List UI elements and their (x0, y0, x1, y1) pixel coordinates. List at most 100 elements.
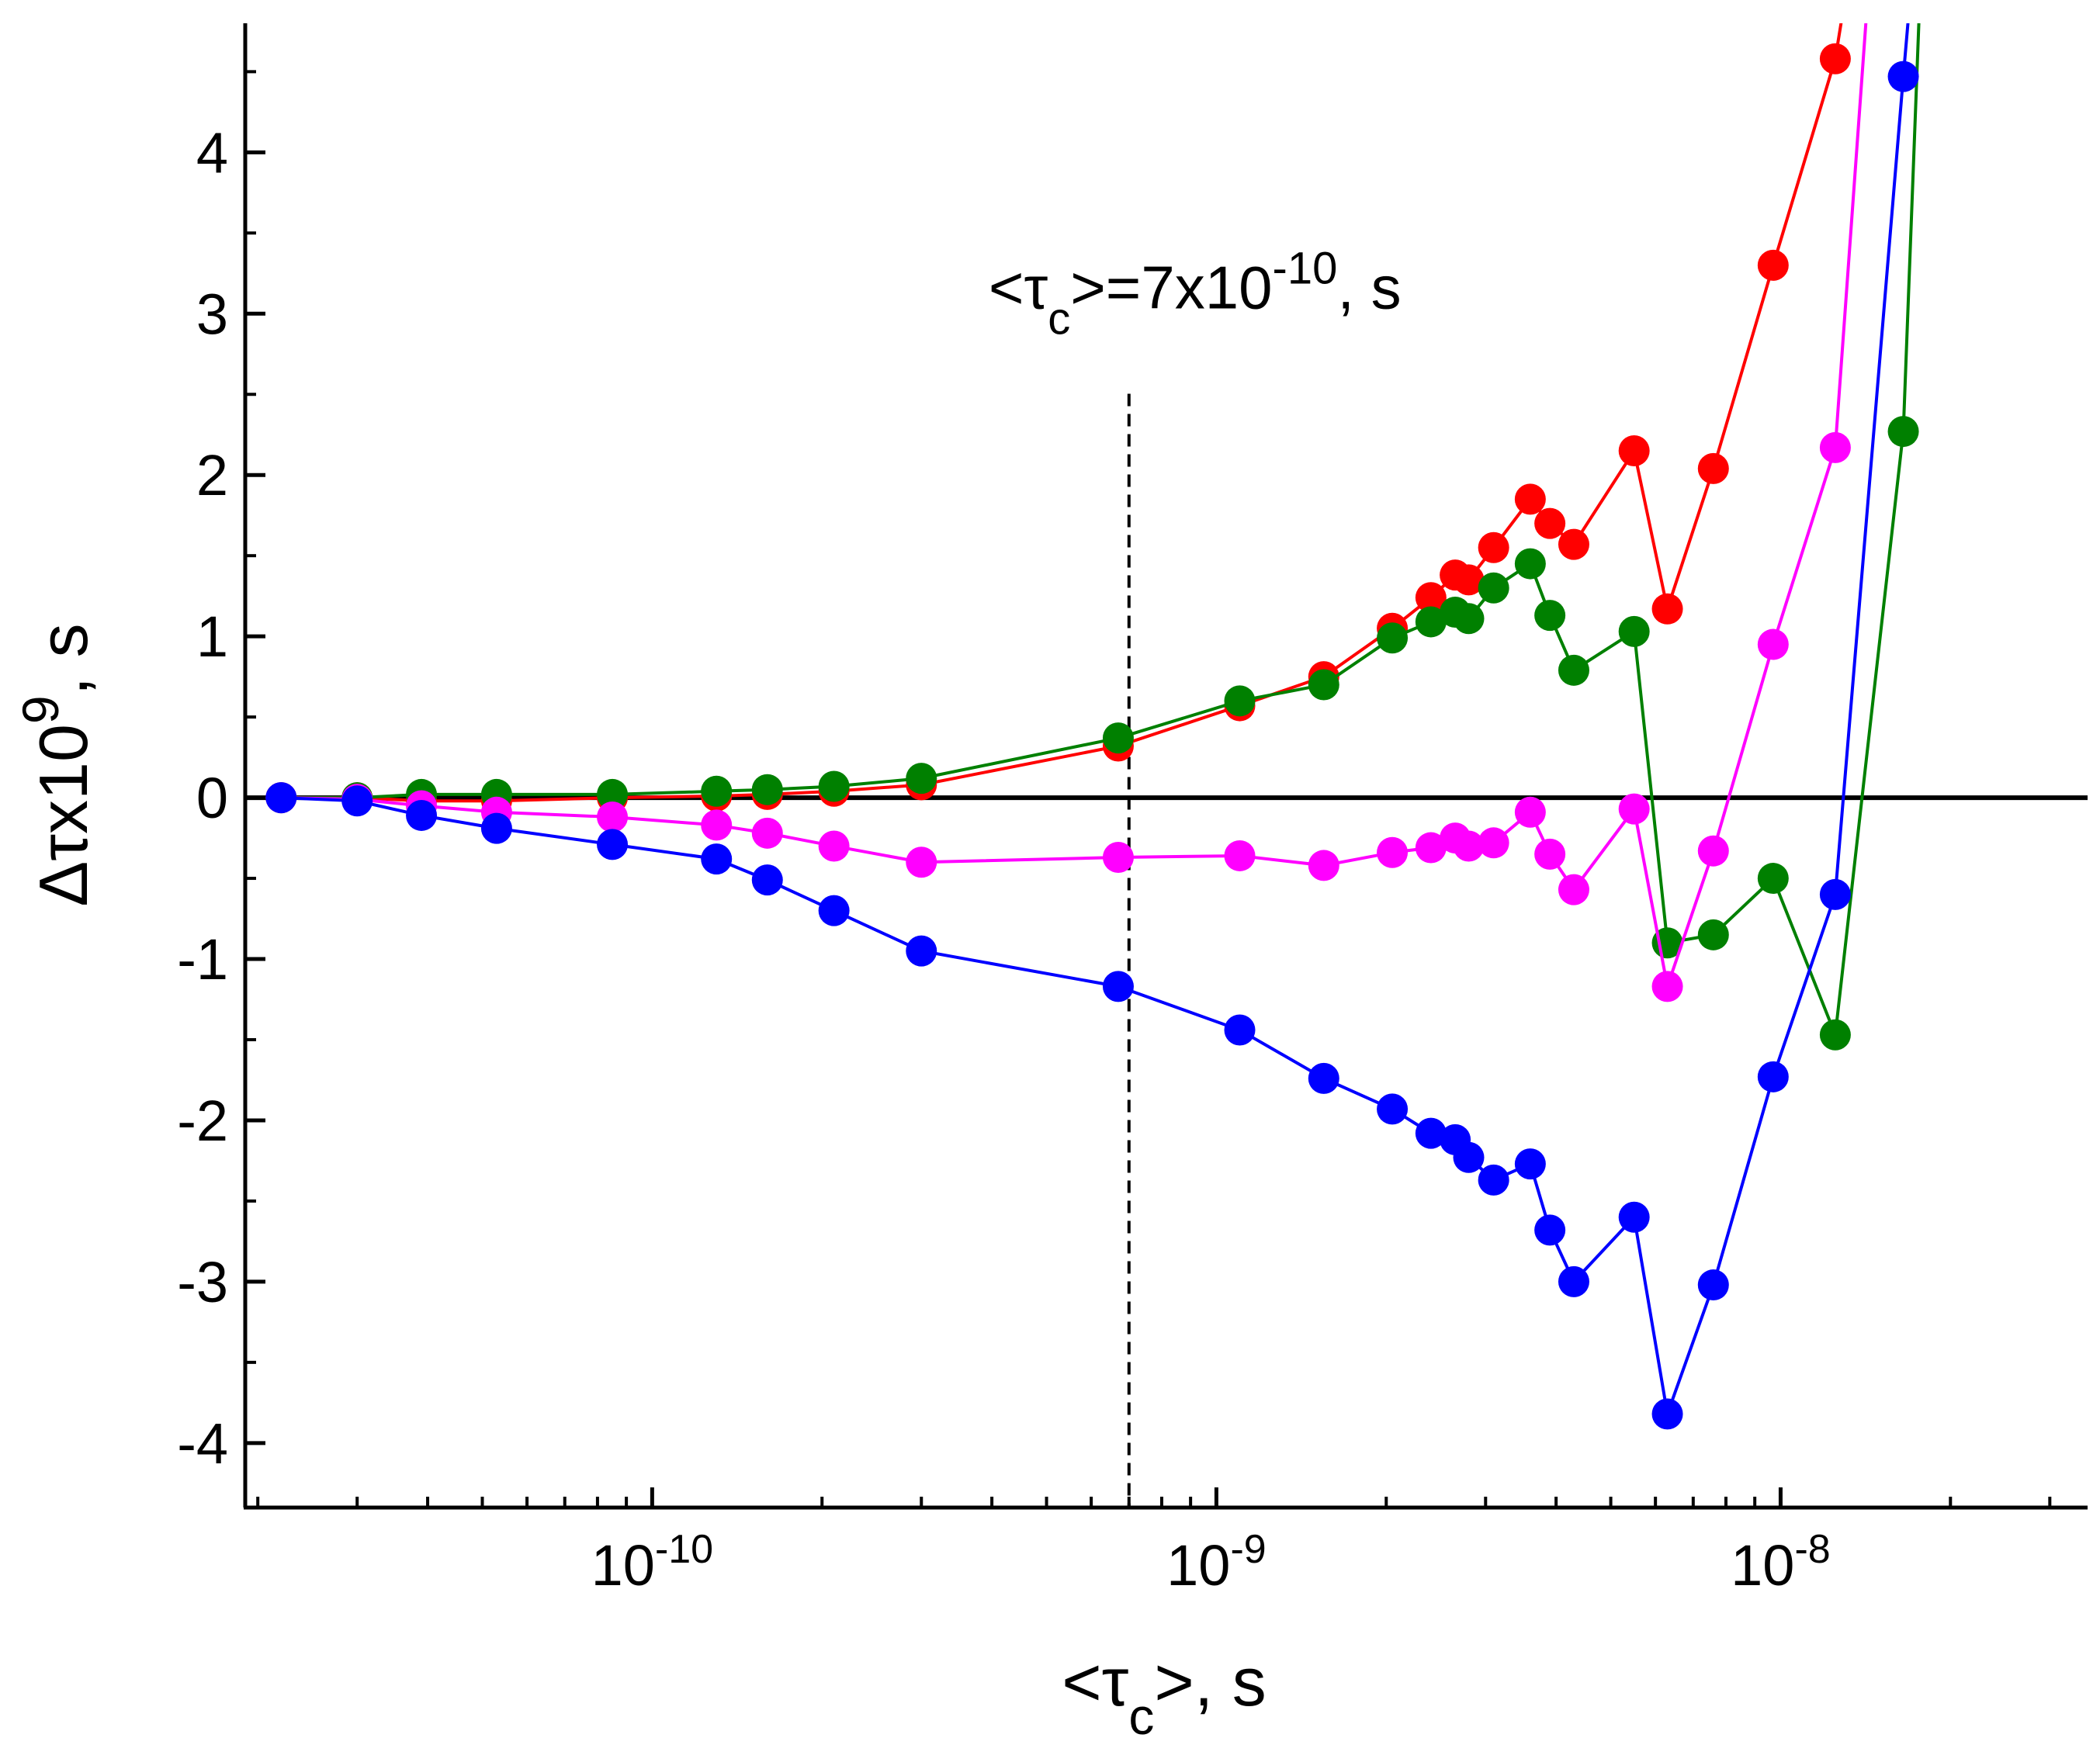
data-point-green (1415, 606, 1447, 638)
data-point-green (1757, 863, 1789, 895)
data-point-blue (597, 829, 629, 860)
data-point-magenta (1478, 827, 1509, 859)
data-point-green (1887, 416, 1919, 448)
y-tick-label: -1 (177, 927, 228, 992)
data-point-red (1514, 483, 1546, 515)
data-point-green (1534, 600, 1566, 632)
y-axis-title: Δτx109, s (12, 623, 102, 906)
data-point-magenta (597, 801, 629, 833)
data-point-green (818, 770, 850, 802)
y-tick-label: 4 (196, 120, 228, 185)
data-point-magenta (1534, 838, 1566, 870)
data-point-blue (906, 935, 937, 967)
data-point-green (1224, 685, 1256, 717)
data-point-green (1618, 615, 1650, 647)
data-point-blue (701, 843, 733, 875)
series-blue (265, 23, 1919, 1430)
data-point-magenta (1757, 628, 1789, 660)
data-point-red (1478, 531, 1509, 563)
x-tick-label: 10-8 (1731, 1527, 1831, 1598)
data-point-blue (1618, 1201, 1650, 1233)
series-line-blue (281, 23, 1910, 1421)
data-point-blue (818, 895, 850, 926)
data-point-blue (1308, 1062, 1339, 1094)
data-point-green (906, 763, 937, 795)
data-point-magenta (1308, 850, 1339, 881)
data-point-green (751, 774, 783, 805)
data-point-magenta (1514, 796, 1546, 828)
axes (243, 23, 2088, 1510)
series-line-green (281, 23, 1921, 1036)
data-point-blue (406, 799, 438, 831)
data-point-green (1453, 603, 1485, 635)
data-point-magenta (1651, 971, 1683, 1002)
data-point-red (1819, 43, 1851, 74)
data-point-magenta (1102, 842, 1134, 874)
data-point-blue (265, 782, 297, 814)
y-tick-label: -2 (177, 1089, 228, 1153)
y-tick-label: 0 (196, 766, 228, 830)
data-point-red (1558, 528, 1589, 560)
data-point-green (1377, 622, 1409, 654)
data-point-blue (1514, 1148, 1546, 1180)
data-point-blue (1819, 878, 1851, 910)
data-point-green (1558, 654, 1589, 686)
y-tick-label: 3 (196, 282, 228, 346)
data-point-magenta (1224, 840, 1256, 871)
data-point-magenta (1819, 431, 1851, 463)
data-point-magenta (751, 817, 783, 849)
data-point-red (1757, 249, 1789, 281)
data-point-blue (1224, 1014, 1256, 1046)
data-point-green (1514, 548, 1546, 580)
y-tick-label: -3 (177, 1250, 228, 1314)
data-point-magenta (1697, 835, 1729, 867)
data-point-blue (341, 785, 373, 817)
series-layer (265, 23, 1921, 1430)
data-point-magenta (818, 830, 850, 862)
data-point-magenta (701, 809, 733, 841)
reference-lines (245, 393, 2088, 1508)
series-green (265, 23, 1921, 1051)
data-point-blue (1887, 61, 1919, 92)
data-point-blue (1102, 971, 1134, 1002)
data-point-blue (1478, 1164, 1509, 1196)
data-point-green (1819, 1019, 1851, 1051)
data-point-green (1478, 572, 1509, 604)
annotation-label: <τc>=7x10-10, s (989, 243, 1402, 344)
x-tick-label: 10-9 (1166, 1527, 1267, 1598)
data-point-red (1453, 564, 1485, 596)
data-point-magenta (1377, 836, 1409, 868)
data-point-green (1697, 919, 1729, 950)
x-tick-label: 10-10 (591, 1527, 713, 1598)
data-point-blue (1697, 1269, 1729, 1301)
data-point-blue (1377, 1093, 1409, 1125)
data-point-blue (1757, 1061, 1789, 1092)
x-axis-title: <τc>, s (1062, 1643, 1266, 1738)
data-point-blue (1534, 1214, 1566, 1246)
data-point-red (1534, 507, 1566, 539)
data-point-magenta (1558, 874, 1589, 905)
data-point-blue (751, 864, 783, 896)
data-point-magenta (1453, 830, 1485, 862)
data-point-blue (1651, 1398, 1683, 1430)
series-line-red (281, 23, 1843, 803)
data-point-blue (1415, 1117, 1447, 1149)
data-point-magenta (1415, 832, 1447, 864)
data-point-red (1651, 593, 1683, 625)
series-red (265, 23, 1851, 817)
data-point-red (1618, 435, 1650, 467)
data-point-green (597, 778, 629, 810)
data-point-blue (1453, 1141, 1485, 1173)
data-point-red (1415, 582, 1447, 614)
data-point-green (701, 775, 733, 807)
data-point-blue (1558, 1265, 1589, 1297)
y-tick-label: 1 (196, 604, 228, 669)
ticks: -4 -3 -2 -1 0 1 2 3 4 10-10 10-9 10-8 (177, 70, 2052, 1598)
series-line-magenta (281, 23, 1868, 993)
data-point-red (1697, 452, 1729, 484)
data-point-magenta (1618, 793, 1650, 825)
data-point-blue (480, 812, 512, 844)
y-tick-label: -4 (177, 1411, 228, 1476)
data-point-green (1102, 722, 1134, 754)
